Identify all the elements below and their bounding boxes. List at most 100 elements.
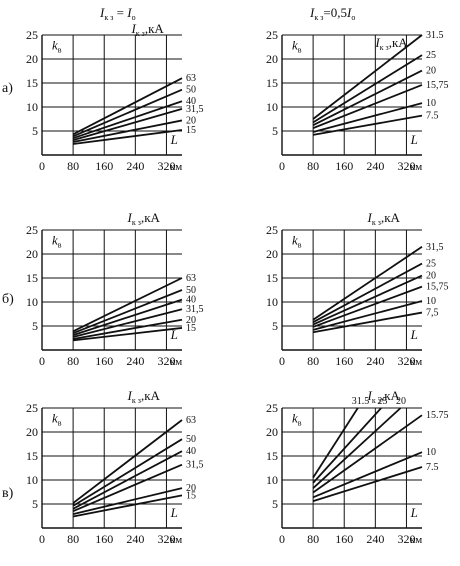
series-line xyxy=(312,300,423,331)
row-label-v: в) xyxy=(2,486,14,501)
y-tick-label: 25 xyxy=(26,28,38,42)
series-line xyxy=(312,407,402,489)
y-tick-label: 25 xyxy=(26,401,38,415)
y-tick-label: 20 xyxy=(266,52,278,66)
x-tick-label: 240 xyxy=(366,159,384,173)
series-label: 40 xyxy=(186,446,196,457)
xlabel-L: L xyxy=(410,327,418,342)
header-left: Iк з = Iо xyxy=(99,5,136,22)
xlabel-L: L xyxy=(410,505,418,520)
series-line xyxy=(312,34,423,120)
x-tick-label: 160 xyxy=(95,532,113,546)
series-line xyxy=(72,77,183,136)
x-unit-label: км xyxy=(170,534,182,546)
series-label: 31,5 xyxy=(186,104,204,115)
x-tick-label: 240 xyxy=(366,532,384,546)
series-label: 20 xyxy=(186,115,196,126)
y-tick-label: 25 xyxy=(266,28,278,42)
x-tick-label: 320 xyxy=(397,354,415,368)
series-label: 31,5 xyxy=(186,304,204,315)
y-tick-label: 20 xyxy=(26,247,38,261)
ylabel-kv: kв xyxy=(292,37,302,54)
ylabel-kv: kв xyxy=(52,37,62,54)
series-label: 31,5 xyxy=(426,242,444,253)
series-line xyxy=(72,494,183,518)
series-label: 63 xyxy=(186,73,196,84)
series-label: 50 xyxy=(186,85,196,96)
series-line xyxy=(312,451,423,499)
series-line xyxy=(72,289,183,335)
series-label: 50 xyxy=(186,434,196,445)
series-line xyxy=(72,298,183,336)
y-tick-label: 10 xyxy=(266,473,278,487)
series-label: 15 xyxy=(186,490,196,501)
series-label: 10 xyxy=(426,447,436,458)
x-tick-label: 0 xyxy=(39,354,45,368)
row-label-b: б) xyxy=(2,292,14,307)
y-tick-label: 10 xyxy=(266,295,278,309)
x-unit-label: км xyxy=(170,161,182,173)
series-line xyxy=(72,108,183,141)
series-line xyxy=(72,419,183,504)
series-label: 63 xyxy=(186,415,196,426)
x-tick-label: 0 xyxy=(39,532,45,546)
x-unit-label: км xyxy=(410,356,422,368)
x-tick-label: 320 xyxy=(397,159,415,173)
series-line xyxy=(312,84,423,129)
x-unit-label: км xyxy=(410,161,422,173)
series-line xyxy=(312,102,423,133)
xlabel-L: L xyxy=(170,132,178,147)
series-label: 40 xyxy=(186,96,196,107)
ylabel-kv: kв xyxy=(292,410,302,427)
y-tick-label: 25 xyxy=(266,223,278,237)
series-line xyxy=(72,129,183,145)
x-tick-label: 320 xyxy=(157,159,175,173)
series-line xyxy=(312,274,423,326)
x-unit-label: км xyxy=(410,534,422,546)
series-line xyxy=(312,69,423,127)
header-right: Iк з=0,5Iо xyxy=(309,5,355,22)
y-tick-label: 15 xyxy=(266,76,278,90)
row-label-a: а) xyxy=(2,81,13,96)
series-label: 25 xyxy=(426,50,436,61)
series-line xyxy=(312,466,423,502)
legend-title: Iк з,кА xyxy=(367,388,401,405)
x-tick-label: 320 xyxy=(157,532,175,546)
y-tick-label: 20 xyxy=(266,425,278,439)
series-line xyxy=(73,327,183,342)
x-tick-label: 240 xyxy=(126,532,144,546)
legend-title: Iк з,кА xyxy=(130,21,164,38)
x-tick-label: 80 xyxy=(67,532,79,546)
y-tick-label: 15 xyxy=(26,76,38,90)
series-label: 20 xyxy=(186,315,196,326)
legend-title: Iк з,кА xyxy=(367,210,401,227)
xlabel-L: L xyxy=(170,505,178,520)
legend-title: Iк з,кА xyxy=(127,210,161,227)
y-tick-label: 15 xyxy=(266,271,278,285)
y-tick-label: 15 xyxy=(26,271,38,285)
series-line xyxy=(72,487,183,515)
ylabel-kv: kв xyxy=(52,232,62,249)
x-tick-label: 80 xyxy=(307,532,319,546)
series-line xyxy=(72,88,183,138)
y-tick-label: 20 xyxy=(26,425,38,439)
y-tick-label: 5 xyxy=(272,124,278,138)
y-tick-label: 15 xyxy=(266,449,278,463)
series-label: 63 xyxy=(186,273,196,284)
series-line xyxy=(312,311,423,334)
series-label: 31.5 xyxy=(352,396,370,407)
series-line xyxy=(312,407,382,484)
y-tick-label: 10 xyxy=(266,100,278,114)
y-tick-label: 15 xyxy=(26,449,38,463)
x-tick-label: 0 xyxy=(39,159,45,173)
xlabel-L: L xyxy=(410,132,418,147)
series-label: 10 xyxy=(426,296,436,307)
y-tick-label: 10 xyxy=(26,100,38,114)
x-tick-label: 80 xyxy=(307,159,319,173)
series-line xyxy=(72,119,183,143)
